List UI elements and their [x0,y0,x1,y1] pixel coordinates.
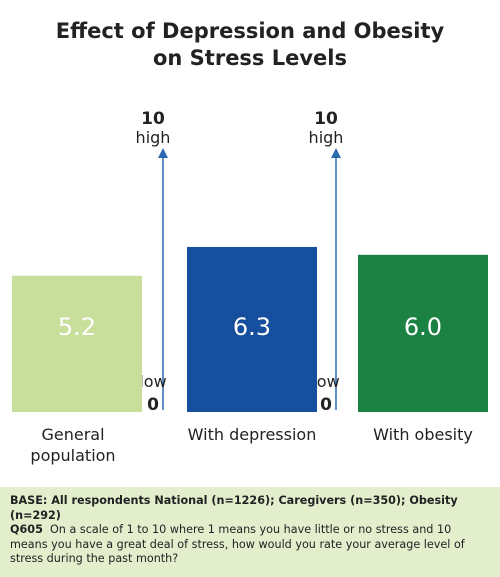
y-tick-label: 10 [141,109,165,129]
question-text: On a scale of 1 to 10 where 1 means you … [10,523,465,565]
y-tick-word: low [312,372,339,391]
x-tick-label: General population [30,425,116,465]
y-tick-word: high [136,128,171,147]
value-label: 6.0 [404,313,442,341]
bar [187,246,317,412]
x-tick-label: With obesity [373,425,473,444]
y-tick-word: low [139,372,166,391]
y-tick-label: 0 [147,395,159,415]
bar [358,254,488,412]
arrow-head [158,148,168,158]
chart-title: Effect of Depression and Obesity on Stre… [55,19,445,70]
arrow-head [331,148,341,158]
value-label: 6.3 [233,313,271,341]
footnote: BASE: All respondents National (n=1226);… [0,487,500,577]
value-label: 5.2 [58,313,96,341]
bar [12,275,142,412]
y-tick-word: high [309,128,344,147]
question-id: Q605 [10,523,43,536]
base-note: BASE: All respondents National (n=1226);… [10,494,458,522]
x-tick-label: With depression [187,425,317,444]
y-tick-label: 0 [320,395,332,415]
y-tick-label: 10 [314,109,338,129]
